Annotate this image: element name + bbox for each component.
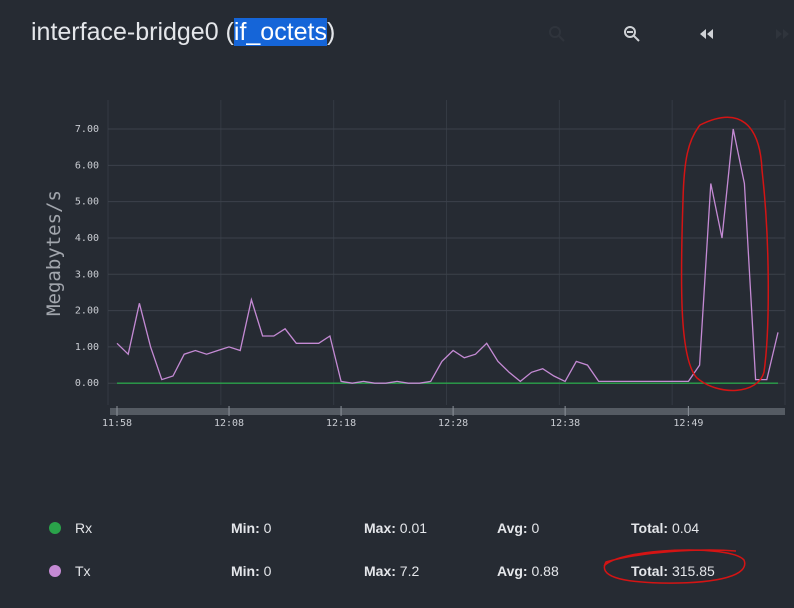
stat-label: Total: [631,520,669,536]
y-tick-label: 5.00 [75,197,99,208]
stat-label: Max: [364,520,396,536]
stat-cell: Max: 7.2 [364,563,419,579]
stat-value: 315.85 [671,563,715,579]
title-text: ) [327,18,336,46]
stat-label: Min: [231,520,260,536]
x-tick-label: 12:49 [673,418,703,429]
stat-value: 0.01 [399,520,428,536]
stat-label: Avg: [497,520,528,536]
legend-label: Rx [75,520,93,536]
title-text: interface-bridge0 ( [31,18,234,46]
y-tick-label: 0.00 [75,378,99,389]
title-highlight: if_octets [233,18,327,46]
y-tick-label: 6.00 [75,160,99,171]
x-tick-label: 11:58 [102,418,132,429]
stat-cell: Min: 0 [231,520,271,536]
chart-title: interface-bridge0 (if_octets) [31,18,335,47]
x-axis-minor-ticks [110,408,785,415]
stat-cell: Total: 315.85 [631,563,715,579]
legend-entry[interactable]: Tx [75,563,91,579]
stat-label: Min: [231,563,260,579]
stat-value: 7.2 [399,563,420,579]
stat-label: Max: [364,563,396,579]
stat-value: 0.04 [671,520,700,536]
stat-value: 0.88 [531,563,559,579]
legend-entry[interactable]: Rx [75,520,92,536]
x-tick-label: 12:08 [214,418,244,429]
y-tick-label: 1.00 [75,342,99,353]
y-tick-label: 3.00 [75,269,99,280]
x-tick-label: 12:18 [326,418,356,429]
legend-label: Tx [75,563,91,579]
stat-cell: Total: 0.04 [631,520,699,536]
stat-value: 0 [263,520,272,536]
toolbar[interactable] [549,26,789,42]
x-tick-label: 12:38 [550,418,580,429]
y-axis-label: Megabytes/s [43,190,65,316]
stat-label: Total: [631,563,669,579]
series-line [116,128,779,384]
annotation [603,116,770,584]
y-tick-label: 4.00 [75,233,99,244]
x-tick-label: 12:28 [438,418,468,429]
stat-cell: Avg: 0 [497,520,539,536]
stat-cell: Avg: 0.88 [497,563,559,579]
stat-cell: Min: 0 [231,563,271,579]
stat-label: Avg: [497,563,528,579]
y-tick-label: 7.00 [75,124,99,135]
stat-value: 0 [263,563,272,579]
legend-dot[interactable] [49,522,61,534]
y-tick-label: 2.00 [75,306,99,317]
stat-value: 0 [531,520,540,536]
legend-dot[interactable] [49,565,61,577]
stat-cell: Max: 0.01 [364,520,427,536]
